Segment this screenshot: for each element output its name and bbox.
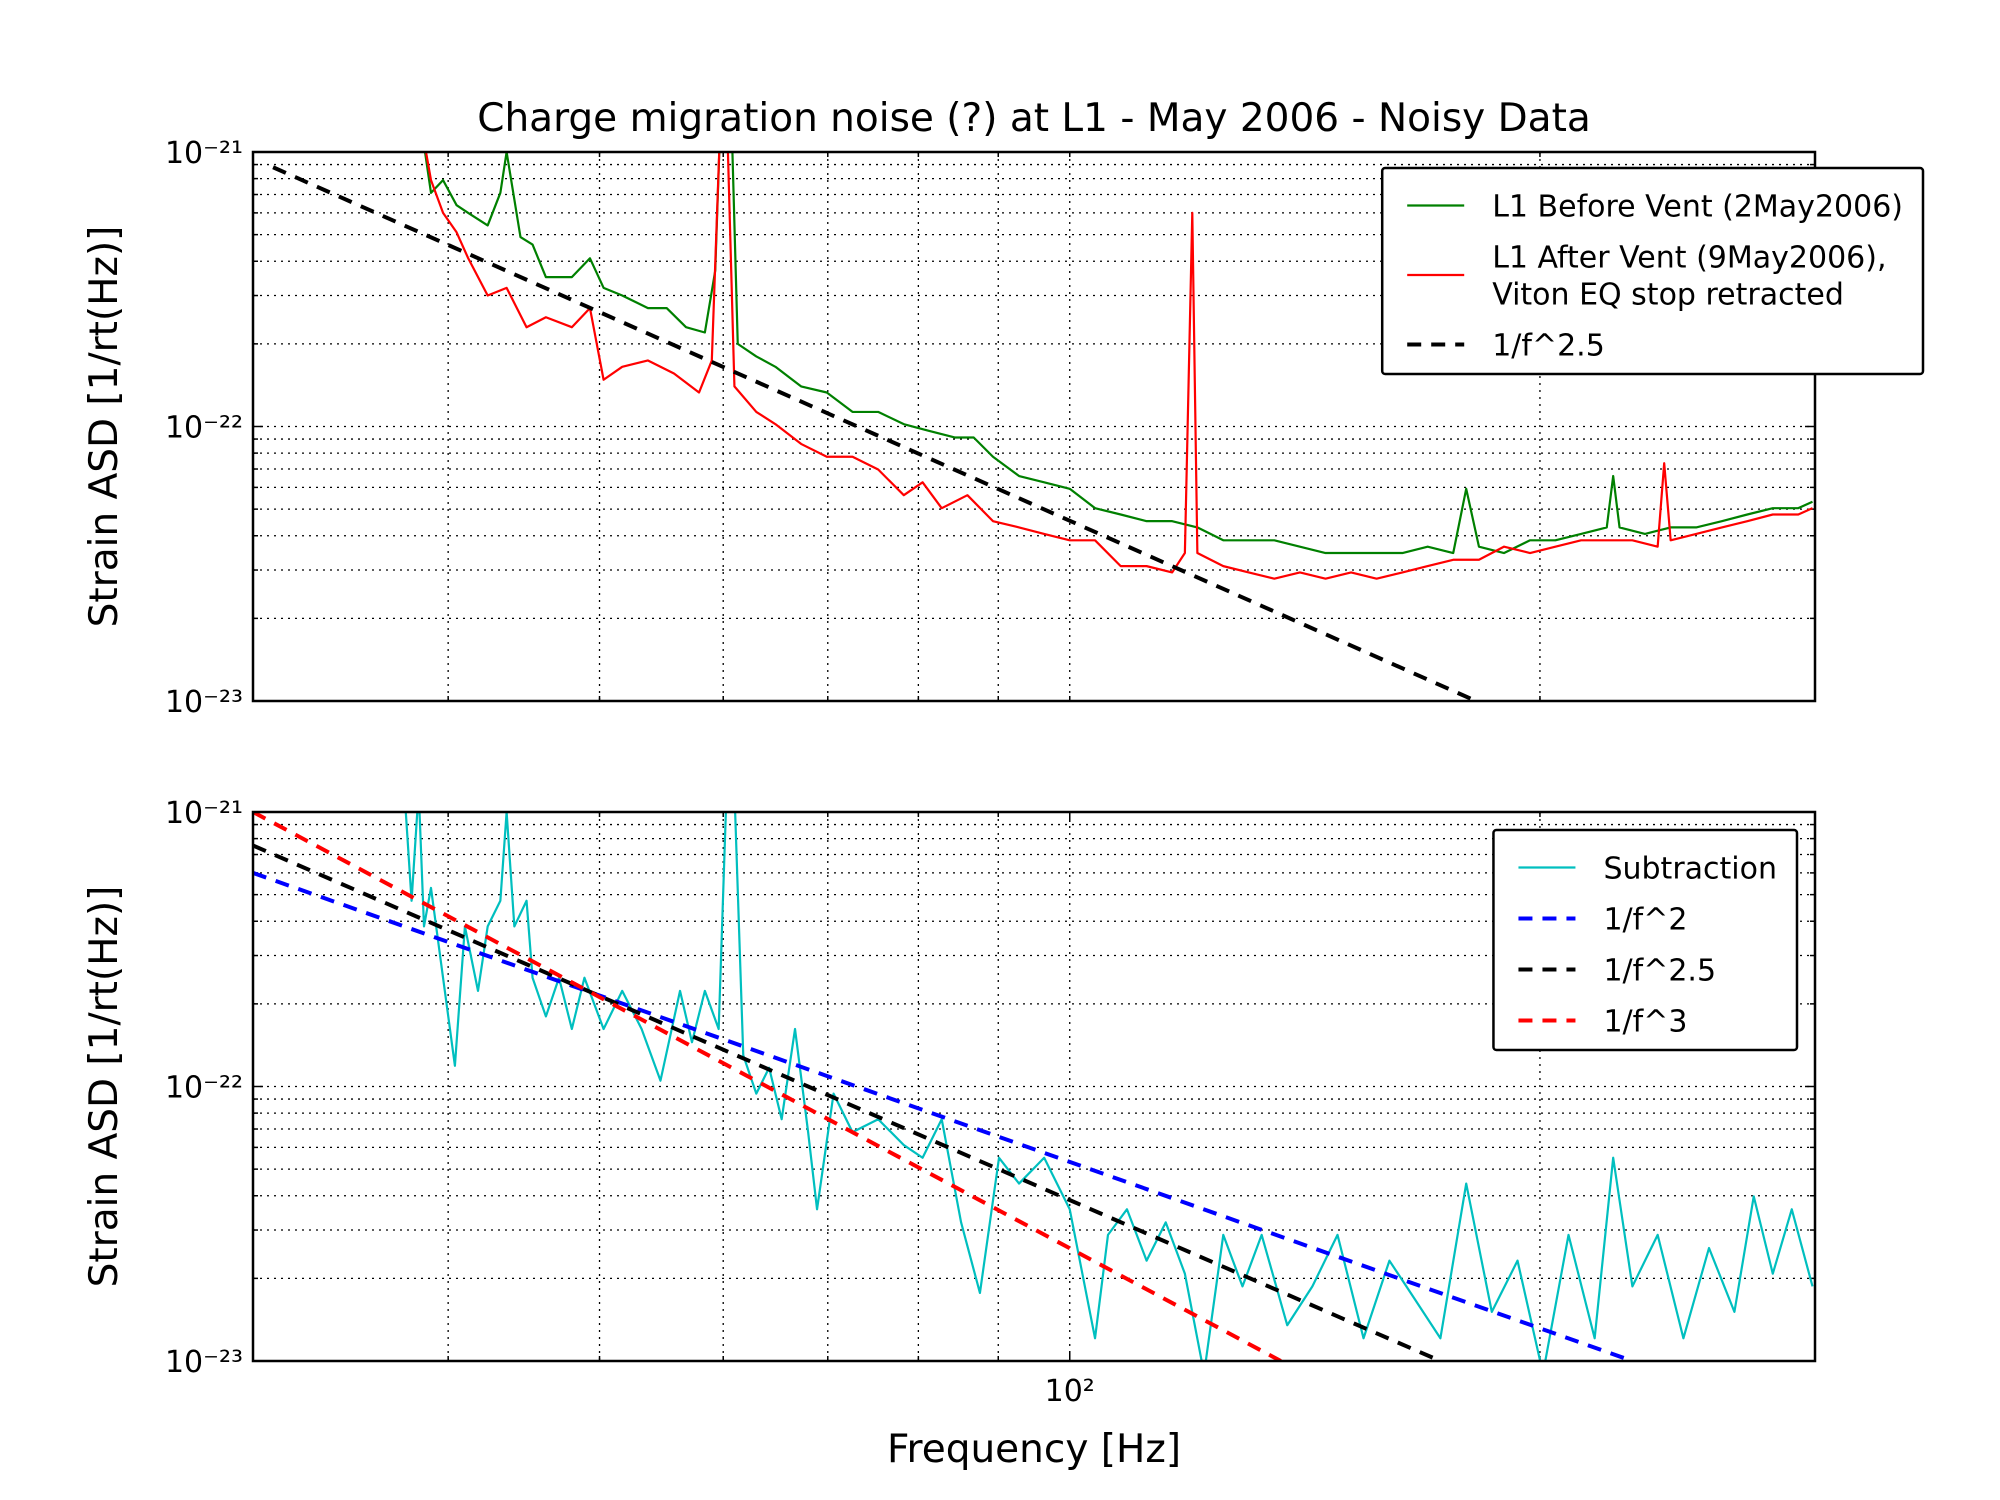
legend: L1 Before Vent (2May2006) L1 After Vent (…	[1380, 166, 1925, 376]
y-tick-label: 10⁻²²	[165, 411, 243, 446]
legend-label-line: 1/f^2.5	[1603, 954, 1716, 989]
series-line	[423, 152, 1813, 555]
legend-label: 1/f^2.5	[1492, 329, 1605, 364]
y-tick-label: 10⁻²³	[165, 1345, 243, 1380]
legend: Subtraction 1/f^2 1/f^2.5 1/f^3	[1492, 828, 1799, 1052]
axes-frame	[251, 150, 1817, 703]
legend-label-line: 1/f^2	[1603, 903, 1687, 938]
legend-label: L1 After Vent (9May2006), Viton EQ stop r…	[1492, 241, 1886, 313]
legend-box	[1380, 166, 1925, 376]
x-tick-label: 10²	[1045, 1374, 1095, 1409]
legend-label-line: Viton EQ stop retracted	[1492, 278, 1844, 313]
series-line	[253, 812, 1282, 1361]
legend-label-line: 1/f^2.5	[1492, 329, 1605, 364]
chart-title: Charge migration noise (?) at L1 - May 2…	[477, 96, 1591, 141]
legend-label-line: Subtraction	[1603, 852, 1777, 887]
legend-label-line: L1 After Vent (9May2006),	[1492, 241, 1886, 276]
legend-label-line: 1/f^3	[1603, 1005, 1687, 1040]
y-axis-label: Strain ASD [1/rt(Hz)]	[82, 226, 127, 628]
legend-label: 1/f^3	[1603, 1005, 1687, 1040]
legend-label-line: L1 Before Vent (2May2006)	[1492, 190, 1903, 225]
axes-frame	[251, 810, 1817, 1363]
x-axis-label: Frequency [Hz]	[887, 1427, 1181, 1472]
y-tick-label: 10⁻²¹	[165, 136, 243, 171]
legend-label: L1 Before Vent (2May2006)	[1492, 190, 1903, 225]
legend-label: 1/f^2.5	[1603, 954, 1716, 989]
legend-label: Subtraction	[1603, 852, 1777, 887]
y-tick-label: 10⁻²²	[165, 1071, 243, 1106]
series-line	[424, 152, 1813, 580]
axes: 10² 10⁻²³ 10⁻²² 10⁻²¹ Frequency [Hz] Strain A…	[82, 796, 1817, 1472]
series-line	[404, 812, 1814, 1361]
legend-box	[1492, 828, 1799, 1052]
y-tick-label: 10⁻²³	[165, 685, 243, 720]
series-line	[253, 871, 1634, 1361]
y-tick-label: 10⁻²¹	[165, 796, 243, 831]
legend-label: 1/f^2	[1603, 903, 1687, 938]
series-line	[272, 165, 1477, 701]
y-axis-label: Strain ASD [1/rt(Hz)]	[82, 886, 127, 1288]
axes: 10⁻²³ 10⁻²² 10⁻²¹ Charge migration noise (?…	[82, 96, 1925, 720]
